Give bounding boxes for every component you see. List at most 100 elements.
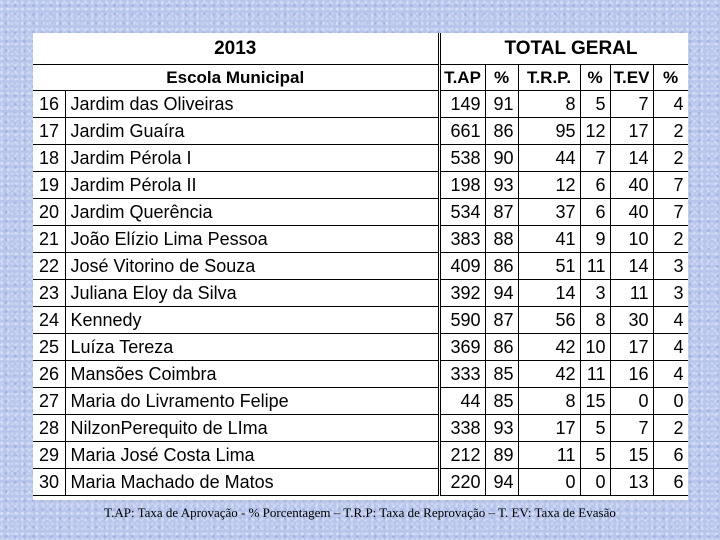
col-header-trp: T.R.P. [517,64,581,91]
row-number: 18 [33,144,66,172]
cell-tev-percent: 4 [652,360,688,388]
table-row: 17 Jardim Guaíra 661 86 95 12 17 2 [33,117,688,145]
table-row: 28 NilzonPerequito de LIma 338 93 17 5 7 2 [33,414,688,442]
cell-trp-percent: 3 [579,279,611,307]
cell-tap: 538 [437,144,486,172]
school-name: Jardim Pérola I [64,144,440,172]
cell-trp: 56 [517,306,581,334]
row-number: 29 [33,441,66,469]
cell-trp-percent: 7 [579,144,611,172]
cell-tap-percent: 87 [484,198,519,226]
cell-tap-percent: 86 [484,252,519,280]
row-number: 25 [33,333,66,361]
cell-trp: 0 [517,468,581,496]
school-name: Jardim Guaíra [64,117,440,145]
col-header-tev: T.EV [609,64,654,91]
cell-trp: 8 [517,387,581,415]
cell-tev: 17 [609,117,654,145]
row-number: 27 [33,387,66,415]
legend-caption: T.AP: Taxa de Aprovação - % Porcentagem … [104,505,616,520]
table-row: 25 Luíza Tereza 369 86 42 10 17 4 [33,333,688,361]
cell-tev-percent: 4 [652,90,688,118]
school-name: Jardim Pérola II [64,171,440,199]
cell-trp-percent: 15 [579,387,611,415]
table-row: 16 Jardim das Oliveiras 149 91 8 5 7 4 [33,90,688,118]
cell-trp-percent: 5 [579,441,611,469]
row-number: 28 [33,414,66,442]
school-name: João Elízio Lima Pessoa [64,225,440,253]
cell-tap: 338 [437,414,486,442]
cell-tev-percent: 3 [652,279,688,307]
school-name: Mansões Coimbra [64,360,440,388]
cell-tev-percent: 6 [652,468,688,496]
row-number: 17 [33,117,66,145]
school-name: Luíza Tereza [64,333,440,361]
school-name: Kennedy [64,306,440,334]
school-name: Jardim das Oliveiras [64,90,440,118]
total-geral-header: TOTAL GERAL [437,33,688,65]
school-name: José Vitorino de Souza [64,252,440,280]
school-column-header: Escola Municipal [33,64,440,91]
row-number: 23 [33,279,66,307]
cell-trp: 17 [517,414,581,442]
school-results-table-sheet: 2013 TOTAL GERAL Escola Municipal T.AP %… [33,33,688,500]
school-results-table: 2013 TOTAL GERAL Escola Municipal T.AP %… [33,33,688,496]
table-row: 24 Kennedy 590 87 56 8 30 4 [33,306,688,334]
cell-tev-percent: 3 [652,252,688,280]
cell-tap: 534 [437,198,486,226]
cell-trp-percent: 10 [579,333,611,361]
cell-tap: 392 [437,279,486,307]
cell-trp: 42 [517,360,581,388]
cell-tev: 7 [609,90,654,118]
cell-tap-percent: 85 [484,387,519,415]
cell-tev-percent: 7 [652,171,688,199]
cell-tev: 16 [609,360,654,388]
cell-tev: 11 [609,279,654,307]
cell-trp: 51 [517,252,581,280]
row-number: 21 [33,225,66,253]
cell-trp: 12 [517,171,581,199]
cell-tap-percent: 85 [484,360,519,388]
cell-trp-percent: 6 [579,198,611,226]
school-name: Maria José Costa Lima [64,441,440,469]
cell-tap: 333 [437,360,486,388]
cell-tap-percent: 94 [484,279,519,307]
cell-tap-percent: 91 [484,90,519,118]
table-row: 20 Jardim Querência 534 87 37 6 40 7 [33,198,688,226]
school-name: Maria do Livramento Felipe [64,387,440,415]
table-row: 27 Maria do Livramento Felipe 44 85 8 15 0 0 [33,387,688,415]
cell-tev-percent: 2 [652,225,688,253]
cell-tap: 212 [437,441,486,469]
cell-trp-percent: 9 [579,225,611,253]
table-row: 21 João Elízio Lima Pessoa 383 88 41 9 10 2 [33,225,688,253]
cell-tap-percent: 94 [484,468,519,496]
cell-trp: 95 [517,117,581,145]
row-number: 16 [33,90,66,118]
cell-tap-percent: 93 [484,171,519,199]
col-header-tap: T.AP [437,64,486,91]
row-number: 22 [33,252,66,280]
table-row: 18 Jardim Pérola I 538 90 44 7 14 2 [33,144,688,172]
cell-tap-percent: 93 [484,414,519,442]
school-name: Maria Machado de Matos [64,468,440,496]
cell-trp-percent: 6 [579,171,611,199]
cell-trp: 41 [517,225,581,253]
cell-tev-percent: 4 [652,306,688,334]
cell-trp: 37 [517,198,581,226]
cell-trp: 14 [517,279,581,307]
cell-tev-percent: 2 [652,144,688,172]
cell-tev: 14 [609,144,654,172]
cell-tev-percent: 4 [652,333,688,361]
header-row-columns: Escola Municipal T.AP % T.R.P. % T.EV % [33,64,688,91]
cell-tev: 17 [609,333,654,361]
cell-tev-percent: 2 [652,117,688,145]
cell-trp-percent: 12 [579,117,611,145]
cell-tap: 369 [437,333,486,361]
cell-tev: 40 [609,198,654,226]
cell-tev: 14 [609,252,654,280]
school-name: Juliana Eloy da Silva [64,279,440,307]
cell-tap: 198 [437,171,486,199]
cell-trp: 8 [517,90,581,118]
cell-tev: 15 [609,441,654,469]
cell-tap: 661 [437,117,486,145]
